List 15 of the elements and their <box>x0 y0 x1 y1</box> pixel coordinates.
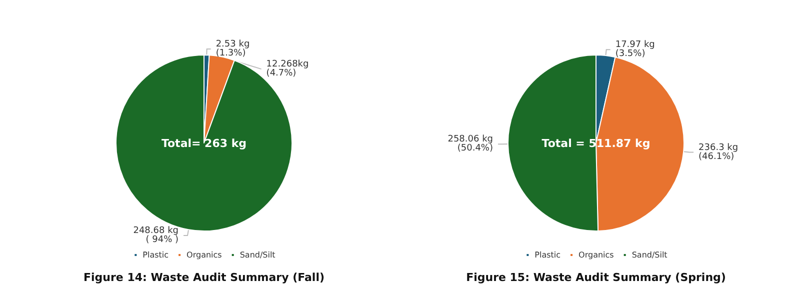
legend-label: Organics <box>186 250 222 260</box>
data-label: 2.53 kg (1.3%) <box>216 40 250 59</box>
legend-label: Organics <box>578 250 614 260</box>
legend-label: Sand/Silt <box>240 250 276 260</box>
text: Figure 14: Waste Audit Summary (Fall) <box>84 271 324 284</box>
text: Figure 15: Waste Audit Summary (Spring) <box>466 271 726 284</box>
data-label: 248.68 kg ( 94% ) <box>133 226 178 246</box>
legend-label: Plastic <box>534 250 561 260</box>
data-label: 236.3 kg (46.1%) <box>698 142 738 162</box>
data-label: 12.268kg (4.7%) <box>266 60 309 79</box>
legend-label: Plastic <box>142 250 169 260</box>
legend-label: Sand/Silt <box>632 250 668 260</box>
data-label: 258.06 kg (50.4%) <box>448 134 494 154</box>
text: Total= 263 kg <box>161 137 247 150</box>
data-label: 17.97 kg (3.5%) <box>615 40 655 60</box>
